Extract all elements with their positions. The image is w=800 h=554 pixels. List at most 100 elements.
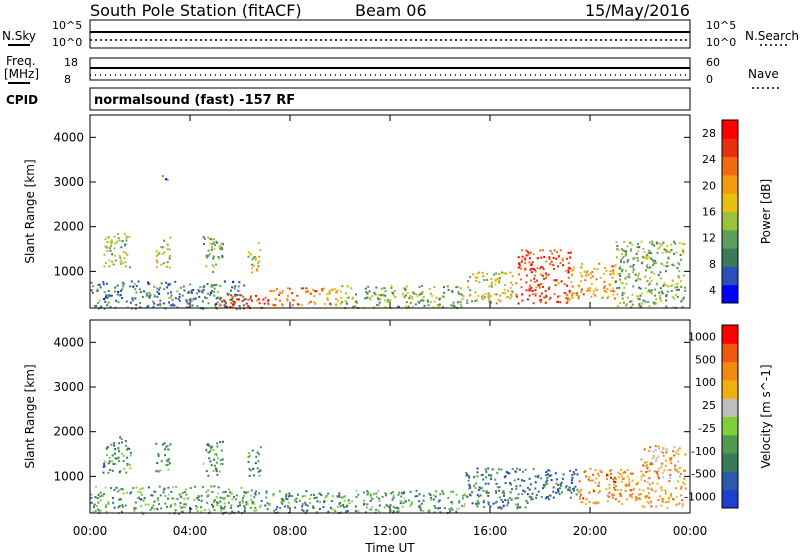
data-cell	[138, 496, 141, 499]
data-cell	[557, 282, 560, 285]
data-cell	[407, 305, 410, 308]
data-cell	[403, 296, 406, 299]
data-cell	[190, 289, 193, 292]
data-cell	[313, 301, 316, 304]
data-cell	[508, 472, 511, 475]
data-cell	[271, 303, 274, 306]
data-cell	[203, 509, 206, 512]
data-cell	[297, 493, 299, 496]
data-cell	[656, 472, 659, 475]
data-cell	[477, 295, 480, 297]
data-cell	[220, 449, 223, 452]
data-cell	[122, 283, 125, 286]
data-cell	[194, 485, 197, 488]
data-cell	[113, 506, 116, 509]
data-cell	[214, 467, 217, 470]
data-cell	[533, 277, 536, 280]
data-cell	[374, 293, 377, 296]
data-cell	[682, 274, 685, 277]
data-cell	[205, 256, 208, 259]
data-cell	[120, 289, 122, 292]
data-cell	[222, 299, 225, 301]
data-cell	[187, 302, 190, 305]
data-cell	[248, 454, 251, 457]
data-cell	[595, 502, 598, 505]
data-cell	[281, 499, 284, 502]
data-cell	[114, 286, 117, 289]
data-cell	[621, 253, 624, 256]
freq-tick-bottom: 8	[64, 73, 71, 86]
data-cell	[187, 497, 190, 500]
data-cell	[580, 290, 583, 293]
data-cell	[149, 508, 152, 511]
data-cell	[480, 474, 483, 476]
data-cell	[504, 475, 507, 478]
data-cell	[226, 494, 229, 497]
data-cell	[648, 283, 650, 286]
data-cell	[468, 276, 471, 279]
data-cell	[147, 486, 150, 489]
data-cell	[319, 492, 321, 495]
data-cell	[530, 264, 533, 266]
data-cell	[642, 299, 645, 302]
colorbar-tick-label: -500	[691, 468, 716, 481]
data-cell	[156, 261, 159, 264]
data-cell	[114, 452, 117, 455]
data-cell	[214, 244, 217, 247]
data-cell	[210, 285, 213, 288]
data-cell	[478, 486, 481, 489]
data-cell	[171, 298, 174, 301]
data-cell	[666, 507, 669, 510]
data-cell	[494, 478, 497, 481]
data-cell	[366, 292, 369, 295]
data-cell	[509, 297, 512, 300]
data-cell	[252, 264, 255, 267]
data-cell	[313, 493, 315, 496]
data-cell	[255, 455, 258, 458]
data-cell	[642, 257, 645, 260]
data-cell	[549, 296, 552, 299]
data-cell	[213, 284, 216, 287]
data-cell	[542, 484, 545, 486]
data-cell	[612, 290, 615, 293]
data-cell	[663, 248, 666, 251]
data-cell	[616, 287, 619, 290]
data-cell	[164, 464, 167, 466]
data-cell	[105, 245, 108, 248]
data-cell	[609, 273, 612, 276]
data-cell	[461, 297, 464, 300]
data-cell	[256, 451, 259, 454]
data-cell	[519, 506, 522, 509]
data-cell	[133, 508, 136, 511]
data-cell	[431, 294, 434, 297]
data-cell	[625, 269, 628, 272]
data-cell	[583, 270, 586, 273]
data-cell	[640, 262, 643, 265]
data-cell	[245, 503, 248, 506]
colorbar-band	[722, 343, 738, 363]
data-cell	[117, 290, 120, 293]
data-cell	[201, 291, 204, 294]
data-cell	[557, 255, 560, 258]
data-cell	[230, 504, 233, 507]
data-cell	[105, 294, 108, 297]
data-cell	[366, 490, 369, 492]
data-cell	[207, 508, 210, 511]
data-cell	[256, 299, 259, 302]
data-cell	[649, 251, 652, 254]
data-cell	[165, 445, 168, 448]
data-cell	[336, 289, 339, 292]
data-cell	[612, 269, 615, 272]
data-cell	[528, 287, 531, 290]
data-cell	[594, 481, 597, 484]
data-cell	[625, 498, 628, 501]
data-cell	[228, 513, 231, 515]
data-cell	[463, 505, 466, 508]
data-cell	[662, 454, 665, 457]
data-cell	[140, 498, 142, 501]
data-cell	[157, 253, 160, 256]
data-cell	[534, 270, 537, 273]
data-cell	[254, 493, 257, 496]
data-cell	[554, 472, 557, 475]
data-cell	[651, 463, 653, 466]
